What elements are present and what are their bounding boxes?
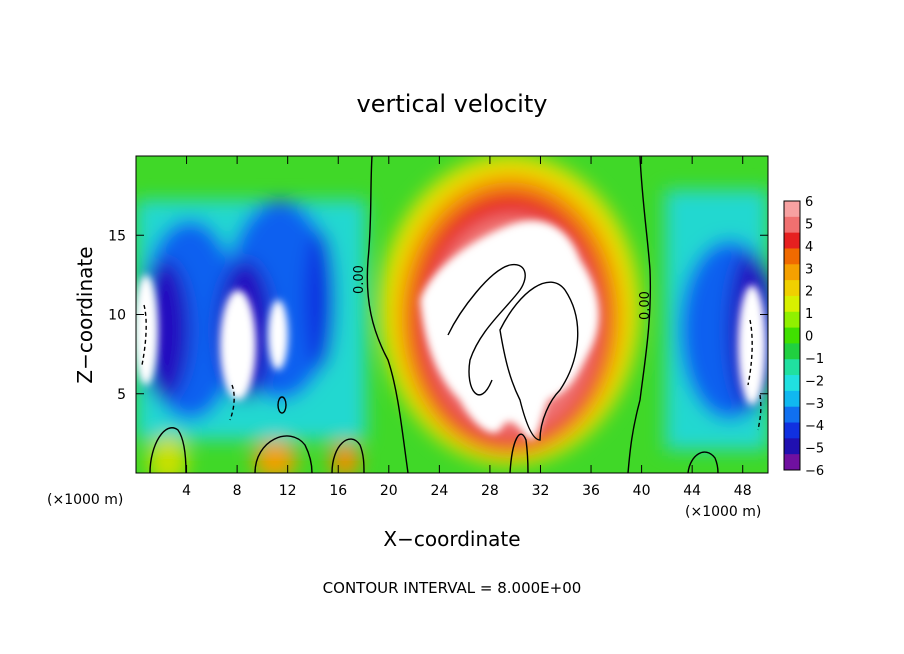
colorbar-swatch [784,264,800,281]
colorbar-tick-label: 2 [805,285,813,300]
x-tick-label: 8 [233,483,242,499]
colorbar-swatch [784,454,800,471]
surface-contour-b [254,435,313,473]
surface-contour-c [331,438,365,473]
inner-contour-a [447,263,526,396]
colorbar-swatch [784,311,800,329]
x-axis-label: X−coordinate [383,527,520,551]
surface-contour-e [687,451,719,473]
off-scale-left-a [136,275,158,385]
x-tick-label: 28 [481,483,499,499]
colorbar-swatch [784,375,800,392]
y-tick-label: 15 [108,228,126,244]
colorbar-swatch [784,295,800,313]
colorbar-swatch [784,216,800,234]
x-tick-label: 32 [532,483,550,499]
colorbar-tick-label: 4 [805,240,813,255]
zero-contour-left [366,156,409,473]
y-axis-ticks: 5 10 15 [108,228,768,403]
y-tick-label: 10 [108,308,126,324]
colorbar-tick-label: 1 [805,307,813,322]
chart-title: vertical velocity [357,90,548,118]
contour-label-left: 0.00 [352,265,367,294]
x-axis-ticks: 4 8 12 16 20 24 28 32 36 40 44 48 [182,156,752,499]
inner-contour-b [499,281,579,441]
colorbar-tick-label: 5 [805,217,813,232]
colorbar-swatch [784,232,800,249]
colorbar-tick-label: −3 [805,397,824,412]
colorbar-swatch [784,359,800,376]
colorbar-tick-label: −5 [805,442,824,457]
negative-contour-left [141,304,147,366]
zero-contour-right [627,156,652,473]
contour-label-right: 0.00 [638,291,653,320]
colorbar-swatch [784,438,800,455]
colorbar-swatch [784,327,800,344]
surface-contour-a [149,427,187,473]
updraft-core [420,220,599,440]
colorbar-tick-label: 0 [805,330,813,345]
downdraft-left-core-c [305,230,335,370]
colorbar-swatch [784,248,800,265]
contour-loop [277,396,287,414]
negative-contour-right [747,319,753,386]
x-tick-label: 40 [633,483,651,499]
colorbar-tick-label: −1 [805,352,824,367]
colorbar-swatch [784,280,800,297]
colorbar-tick-label: 6 [805,195,813,210]
x-tick-label: 44 [683,483,701,499]
x-tick-label: 48 [734,483,752,499]
x-tick-label: 16 [329,483,347,499]
surface-contour-d [509,433,529,473]
surface-bubble-a [148,435,188,473]
negative-contour-left-low [229,384,235,421]
negative-contour-right-low [757,394,762,431]
surface-bubble-b [253,440,297,473]
colorbar-swatch [784,343,800,360]
colorbar-swatch [784,201,800,218]
y-axis-label: Z−coordinate [73,246,97,383]
colorbar-swatch [784,406,800,424]
colorbar-tick-label: −6 [805,464,824,479]
x-unit-left: (×1000 m) [47,492,123,508]
colorbar-tick-label: −4 [805,419,824,434]
colorbar-swatch [784,390,800,408]
y-tick-label: 5 [117,387,126,403]
off-scale-left-b [220,290,256,400]
x-tick-label: 12 [279,483,297,499]
x-tick-label: 24 [430,483,448,499]
x-tick-label: 4 [182,483,191,499]
heatmap-field: 0.00 0.00 [136,156,768,473]
colorbar-tick-label: 3 [805,262,813,277]
off-scale-left-c [268,300,288,370]
contour-lines [141,156,762,473]
colorbar-swatch [784,422,800,439]
colorbar-frame [783,200,801,471]
off-scale-right [738,285,766,405]
colorbar: 6 5 4 3 2 1 0 −1 −2 −3 −4 −5 −6 [783,195,824,479]
x-tick-label: 36 [582,483,600,499]
x-unit-right: (×1000 m) [685,504,761,520]
contour-interval-footer: CONTOUR INTERVAL = 8.000E+00 [323,579,582,597]
x-tick-label: 20 [380,483,398,499]
colorbar-tick-label: −2 [805,374,824,389]
